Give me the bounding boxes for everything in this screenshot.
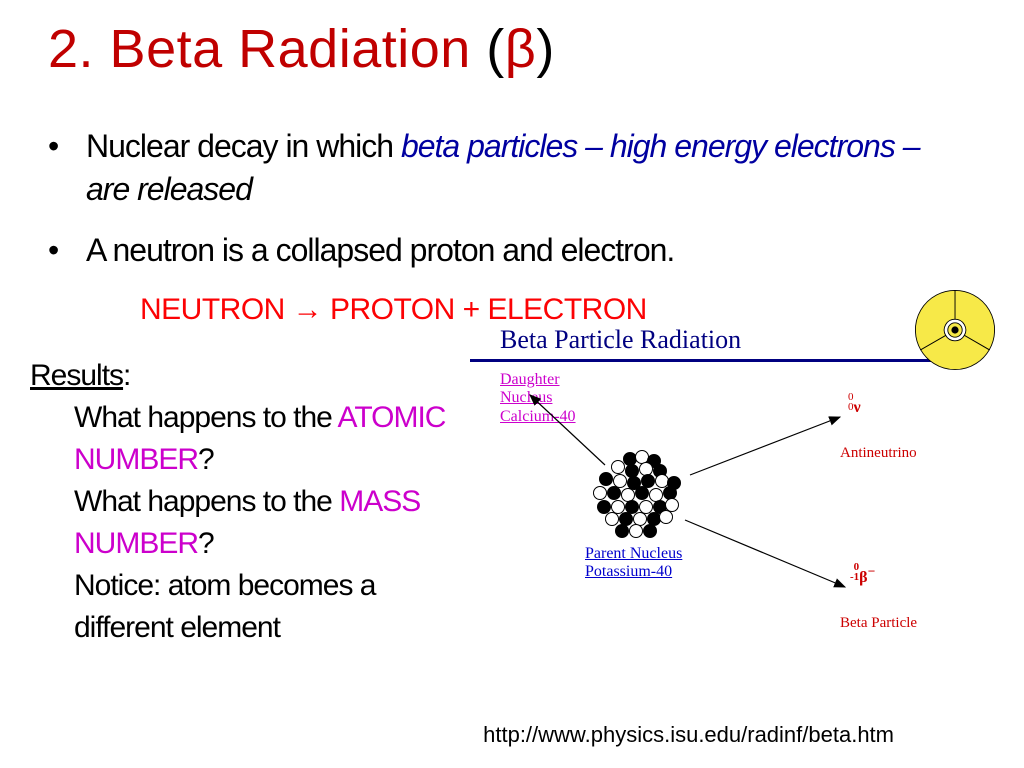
source-url: http://www.physics.isu.edu/radinf/beta.h… — [483, 722, 894, 748]
daughter-l3: Calcium-40 — [500, 408, 576, 425]
antineutrino-label: Antineutrino — [840, 445, 917, 462]
nucleon — [607, 486, 621, 500]
nucleon — [605, 512, 619, 526]
nucleon — [615, 524, 629, 538]
diagram-title: Beta Particle Radiation — [500, 325, 741, 355]
bullet-1-text-c: are released — [86, 171, 252, 207]
parent-l2: Potassium-40 — [585, 563, 672, 580]
daughter-nucleus-label: Daughter Nucleus Calcium-40 — [500, 371, 576, 426]
equation-text: Neutron → proton + electron — [140, 293, 647, 326]
beta-particle-symbol: 0-1β− — [850, 563, 875, 587]
decay-equation: Neutron → proton + electron — [140, 293, 647, 327]
parent-l1: Parent Nucleus — [585, 545, 682, 562]
nucleon — [611, 460, 625, 474]
results-q2: What happens to the mass number? — [30, 481, 450, 565]
title-paren-close: ) — [536, 19, 554, 79]
beta-particle-label: Beta Particle — [840, 615, 917, 632]
bullet-1-text-a: Nuclear decay in which — [86, 128, 401, 164]
title-main: Beta Radiation — [110, 19, 487, 79]
anu-sym: ν — [854, 399, 861, 416]
bullet-list: Nuclear decay in which beta particles – … — [48, 125, 968, 291]
radiation-hazard-icon — [910, 285, 1000, 375]
title-prefix: 2. — [48, 19, 110, 79]
bullet-1: Nuclear decay in which beta particles – … — [48, 125, 968, 211]
nucleus-cluster — [585, 450, 685, 540]
title-paren-open: ( — [486, 19, 504, 79]
beta-symbol: β — [505, 19, 537, 79]
daughter-l1: Daughter — [500, 371, 560, 388]
beta-sup: − — [868, 564, 876, 579]
nucleon — [599, 472, 613, 486]
slide-title: 2. Beta Radiation (β) — [48, 18, 555, 80]
results-heading: Results — [30, 359, 123, 392]
nucleon — [593, 486, 607, 500]
beta-sym-char: β — [859, 569, 867, 586]
daughter-l2: Nucleus — [500, 389, 552, 406]
nucleon — [659, 510, 673, 524]
beta-decay-diagram: Beta Particle Radiation Daughter Nucleus… — [470, 325, 1010, 685]
arrow-to-antineutrino — [690, 417, 840, 475]
results-notice: Notice: atom becomes a different element — [30, 565, 450, 649]
antineutrino-symbol: 00ν — [848, 393, 861, 417]
bullet-2-text: A neutron is a collapsed proton and elec… — [86, 232, 674, 268]
parent-nucleus-label: Parent Nucleus Potassium-40 — [585, 545, 682, 582]
arrow-to-beta — [685, 520, 845, 587]
diagram-rule — [470, 359, 940, 362]
bullet-1-em: beta particles – high energy electrons – — [401, 128, 920, 164]
beta-pre: 0-1 — [850, 563, 859, 583]
results-q1: What happens to the atomic number? — [30, 397, 450, 481]
q1-text: What happens to the — [74, 401, 338, 434]
nucleon — [643, 524, 657, 538]
results-block: Results: What happens to the atomic numb… — [30, 355, 450, 649]
q2-text: What happens to the — [74, 485, 339, 518]
nucleon — [635, 486, 649, 500]
bullet-2: A neutron is a collapsed proton and elec… — [48, 229, 968, 272]
nucleon — [629, 524, 643, 538]
